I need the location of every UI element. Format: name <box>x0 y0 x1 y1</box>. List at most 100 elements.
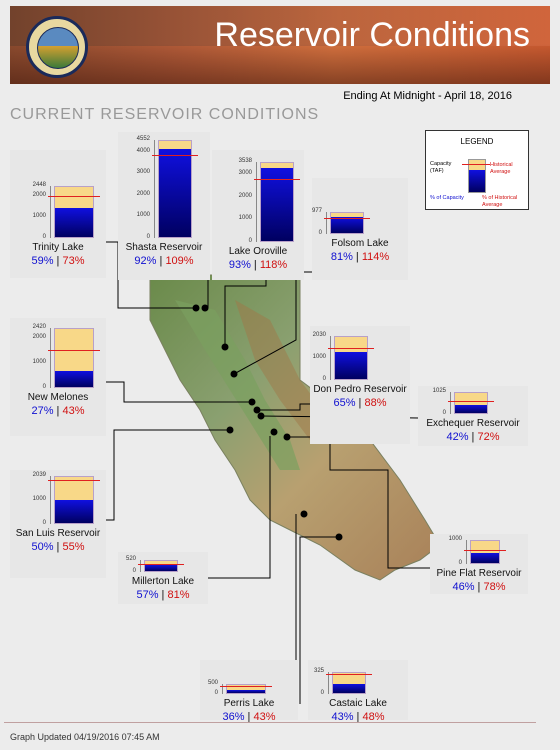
storage-fill <box>159 148 191 237</box>
legend-title: LEGEND <box>460 137 494 146</box>
capacity-bar <box>334 336 368 380</box>
legend-pct-capacity-label: % of Capacity <box>430 195 464 201</box>
reservoir-name: Don Pedro Reservoir <box>313 384 407 395</box>
reservoir-panel: 2448 2000 1000 0 Trinity Lake 59% | 73% <box>10 150 106 278</box>
pct-capacity: 57% <box>136 589 159 601</box>
historical-average-line <box>138 563 184 565</box>
section-subtitle: CURRENT RESERVOIR CONDITIONS <box>10 106 320 123</box>
reservoir-panel: 977 0 Folsom Lake 81% | 114% <box>312 178 408 280</box>
legend-capacity-label: Capacity (TAF) <box>430 161 452 174</box>
pct-capacity: 81% <box>330 251 353 263</box>
reservoir-name: Shasta Reservoir <box>125 242 203 253</box>
connector-line <box>106 381 252 403</box>
pct-average: 43% <box>253 711 276 723</box>
historical-average-line <box>326 674 372 676</box>
tick-label: 2039 <box>32 472 46 478</box>
capacity-bar <box>332 672 366 694</box>
pct-average: 55% <box>62 541 85 553</box>
bar-axis <box>328 672 329 694</box>
reservoir-location-dots <box>192 304 343 541</box>
reservoir-percentages: 92% | 109% <box>118 255 210 267</box>
reservoir-panel: 2030 1000 0 Don Pedro Reservoir 65% | 88% <box>310 326 410 444</box>
reservoir-name: Lake Oroville <box>228 246 288 257</box>
pct-separator: | <box>53 541 63 553</box>
dwr-seal-logo <box>26 16 88 78</box>
reservoir-percentages: 81% | 114% <box>312 251 408 263</box>
pct-average: 109% <box>165 255 194 267</box>
historical-average-line <box>48 480 100 482</box>
pct-capacity: 59% <box>31 255 54 267</box>
historical-average-line <box>464 549 506 551</box>
footer-updated: Graph Updated 04/19/2016 07:45 AM <box>10 732 160 742</box>
storage-fill <box>55 500 93 523</box>
header-banner: Reservoir Conditions <box>10 6 550 84</box>
reservoir-name: Folsom Lake <box>331 238 389 249</box>
pct-separator: | <box>156 255 166 267</box>
legend-pct-average-label: % of Historical Average <box>482 195 518 208</box>
capacity-bar <box>144 560 178 572</box>
pct-separator: | <box>244 711 254 723</box>
pct-capacity: 92% <box>134 255 157 267</box>
reservoir-name: Castaic Lake <box>329 698 387 709</box>
bar-axis <box>50 186 51 238</box>
tick-label: 1000 <box>312 354 326 361</box>
pct-average: 48% <box>362 711 385 723</box>
storage-fill <box>55 207 93 237</box>
tick-label: 3000 <box>238 170 252 177</box>
reservoir-percentages: 57% | 81% <box>118 589 208 601</box>
reservoir-location-dot <box>192 304 200 312</box>
historical-average-line <box>324 218 370 220</box>
bar-axis <box>450 392 451 414</box>
pct-capacity: 93% <box>228 259 251 271</box>
tick-label: 1000 <box>238 215 252 222</box>
storage-fill <box>55 371 93 387</box>
storage-fill <box>455 404 487 413</box>
tick-label: 520 <box>125 556 136 562</box>
pct-average: 118% <box>259 259 288 271</box>
capacity-bar <box>54 186 94 238</box>
bar-axis <box>50 328 51 388</box>
pct-separator: | <box>352 251 362 263</box>
page-title: Reservoir Conditions <box>214 16 530 54</box>
reservoir-location-dot <box>230 370 238 378</box>
reservoir-location-dot <box>335 533 343 541</box>
bar-axis <box>222 684 223 694</box>
storage-fill <box>331 216 363 233</box>
bar-axis <box>256 162 257 242</box>
footer-divider <box>4 722 536 723</box>
bar-axis <box>330 336 331 380</box>
pct-capacity: 46% <box>452 581 475 593</box>
pct-capacity: 50% <box>31 541 54 553</box>
storage-fill <box>471 552 499 563</box>
central-valley <box>175 300 300 470</box>
reservoir-percentages: 46% | 78% <box>430 581 528 593</box>
capacity-bar <box>226 684 266 694</box>
reservoir-panel: 1025 0 Exchequer Reservoir 42% | 72% <box>418 386 528 446</box>
pct-capacity: 65% <box>333 397 356 409</box>
capacity-bar <box>260 162 294 242</box>
pct-capacity: 42% <box>446 431 469 443</box>
pct-separator: | <box>468 431 478 443</box>
storage-fill <box>335 351 367 379</box>
tick-label: 0 <box>248 238 252 244</box>
tick-label: 3000 <box>136 169 150 176</box>
tick-label: 0 <box>42 384 46 390</box>
tick-label: 0 <box>42 234 46 240</box>
connector-line <box>299 536 339 704</box>
tick-label: 1000 <box>136 212 150 219</box>
reservoir-panel: 325 0 Castaic Lake 43% | 48% <box>308 660 408 723</box>
pct-average: 78% <box>483 581 506 593</box>
reservoir-location-dot <box>300 510 308 518</box>
bar-axis <box>140 560 141 572</box>
storage-fill <box>333 684 365 693</box>
pct-average: 114% <box>361 251 390 263</box>
tick-label: 2448 <box>32 182 46 188</box>
capacity-bar <box>454 392 488 414</box>
reservoir-panel: 2420 2000 1000 0 New Melones 27% | 43% <box>10 318 106 436</box>
reservoir-name: Pine Flat Reservoir <box>436 568 522 579</box>
reservoir-percentages: 65% | 88% <box>310 397 410 409</box>
reservoir-panel: 4552 4000 3000 2000 1000 0 Shasta Reservoir 92%… <box>118 132 210 280</box>
reservoir-location-dot <box>270 428 278 436</box>
pct-separator: | <box>474 581 484 593</box>
pct-separator: | <box>53 405 63 417</box>
